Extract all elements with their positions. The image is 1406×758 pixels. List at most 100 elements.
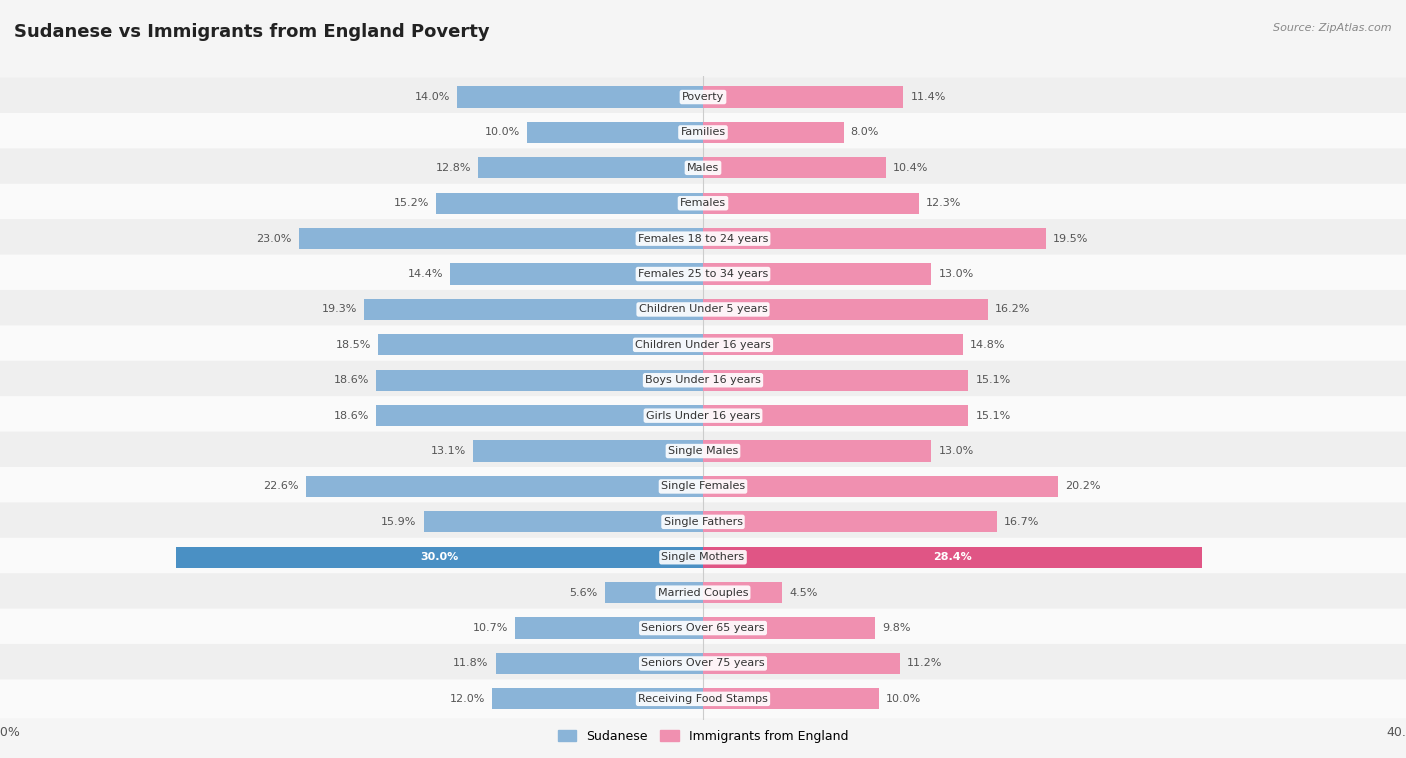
Text: 19.3%: 19.3%	[322, 305, 357, 315]
FancyBboxPatch shape	[0, 77, 1406, 117]
FancyBboxPatch shape	[0, 396, 1406, 435]
Text: Children Under 5 years: Children Under 5 years	[638, 305, 768, 315]
Text: Seniors Over 75 years: Seniors Over 75 years	[641, 659, 765, 669]
Text: 15.1%: 15.1%	[976, 411, 1011, 421]
Bar	[703, 476, 1057, 497]
Bar	[703, 122, 844, 143]
FancyBboxPatch shape	[0, 431, 1406, 471]
Text: 16.2%: 16.2%	[994, 305, 1031, 315]
Text: 4.5%: 4.5%	[789, 587, 817, 597]
Bar	[527, 122, 703, 143]
Bar	[703, 405, 969, 426]
Text: 13.0%: 13.0%	[939, 446, 974, 456]
Bar	[703, 618, 875, 639]
Bar	[605, 582, 703, 603]
Text: Families: Families	[681, 127, 725, 137]
FancyBboxPatch shape	[0, 573, 1406, 612]
Bar	[703, 157, 886, 178]
FancyBboxPatch shape	[0, 644, 1406, 683]
Text: Children Under 16 years: Children Under 16 years	[636, 340, 770, 350]
Text: 5.6%: 5.6%	[569, 587, 598, 597]
Text: Seniors Over 65 years: Seniors Over 65 years	[641, 623, 765, 633]
FancyBboxPatch shape	[0, 290, 1406, 329]
Bar	[703, 228, 1046, 249]
FancyBboxPatch shape	[0, 467, 1406, 506]
Text: 9.8%: 9.8%	[883, 623, 911, 633]
Text: Females 25 to 34 years: Females 25 to 34 years	[638, 269, 768, 279]
FancyBboxPatch shape	[0, 183, 1406, 223]
Text: Married Couples: Married Couples	[658, 587, 748, 597]
Text: 14.8%: 14.8%	[970, 340, 1005, 350]
Text: Females 18 to 24 years: Females 18 to 24 years	[638, 233, 768, 243]
Text: 23.0%: 23.0%	[256, 233, 292, 243]
Text: 28.4%: 28.4%	[934, 553, 972, 562]
Bar	[703, 86, 904, 108]
Text: 15.2%: 15.2%	[394, 199, 429, 208]
Text: Girls Under 16 years: Girls Under 16 years	[645, 411, 761, 421]
Text: 19.5%: 19.5%	[1053, 233, 1088, 243]
FancyBboxPatch shape	[0, 219, 1406, 258]
FancyBboxPatch shape	[0, 361, 1406, 399]
Text: Source: ZipAtlas.com: Source: ZipAtlas.com	[1274, 23, 1392, 33]
Text: 11.4%: 11.4%	[911, 92, 946, 102]
Bar	[703, 653, 900, 674]
Text: 20.2%: 20.2%	[1066, 481, 1101, 491]
Text: 10.0%: 10.0%	[485, 127, 520, 137]
Bar	[703, 264, 932, 285]
Bar	[703, 334, 963, 356]
FancyBboxPatch shape	[0, 503, 1406, 541]
Text: 12.3%: 12.3%	[927, 199, 962, 208]
Bar	[299, 228, 703, 249]
Text: 30.0%: 30.0%	[420, 553, 458, 562]
Text: Poverty: Poverty	[682, 92, 724, 102]
Bar	[378, 334, 703, 356]
Bar	[496, 653, 703, 674]
Text: 18.5%: 18.5%	[336, 340, 371, 350]
Legend: Sudanese, Immigrants from England: Sudanese, Immigrants from England	[553, 725, 853, 748]
Text: 8.0%: 8.0%	[851, 127, 879, 137]
Bar	[436, 193, 703, 214]
Text: Sudanese vs Immigrants from England Poverty: Sudanese vs Immigrants from England Pove…	[14, 23, 489, 41]
Bar	[450, 264, 703, 285]
Text: Single Fathers: Single Fathers	[664, 517, 742, 527]
Text: 13.1%: 13.1%	[430, 446, 465, 456]
Bar	[703, 547, 1202, 568]
Bar	[703, 299, 987, 320]
Bar	[375, 405, 703, 426]
FancyBboxPatch shape	[0, 113, 1406, 152]
Bar	[457, 86, 703, 108]
Bar	[703, 511, 997, 532]
Bar	[478, 157, 703, 178]
FancyBboxPatch shape	[0, 255, 1406, 293]
Bar	[176, 547, 703, 568]
Text: 16.7%: 16.7%	[1004, 517, 1039, 527]
Text: 22.6%: 22.6%	[263, 481, 299, 491]
Bar	[703, 688, 879, 709]
Text: Single Mothers: Single Mothers	[661, 553, 745, 562]
Text: 15.1%: 15.1%	[976, 375, 1011, 385]
Bar	[703, 193, 920, 214]
Text: 10.4%: 10.4%	[893, 163, 928, 173]
Text: Females: Females	[681, 199, 725, 208]
Text: 13.0%: 13.0%	[939, 269, 974, 279]
Text: 11.2%: 11.2%	[907, 659, 942, 669]
Text: 18.6%: 18.6%	[333, 411, 368, 421]
Text: 11.8%: 11.8%	[453, 659, 489, 669]
Text: Single Females: Single Females	[661, 481, 745, 491]
FancyBboxPatch shape	[0, 325, 1406, 365]
Bar	[703, 370, 969, 391]
Text: 12.0%: 12.0%	[450, 694, 485, 704]
Bar	[492, 688, 703, 709]
Bar	[364, 299, 703, 320]
FancyBboxPatch shape	[0, 679, 1406, 719]
Bar	[423, 511, 703, 532]
Text: 14.4%: 14.4%	[408, 269, 443, 279]
FancyBboxPatch shape	[0, 149, 1406, 187]
Bar	[472, 440, 703, 462]
Text: Males: Males	[688, 163, 718, 173]
FancyBboxPatch shape	[0, 537, 1406, 577]
Text: 15.9%: 15.9%	[381, 517, 416, 527]
Bar	[375, 370, 703, 391]
FancyBboxPatch shape	[0, 609, 1406, 647]
Bar	[703, 440, 932, 462]
